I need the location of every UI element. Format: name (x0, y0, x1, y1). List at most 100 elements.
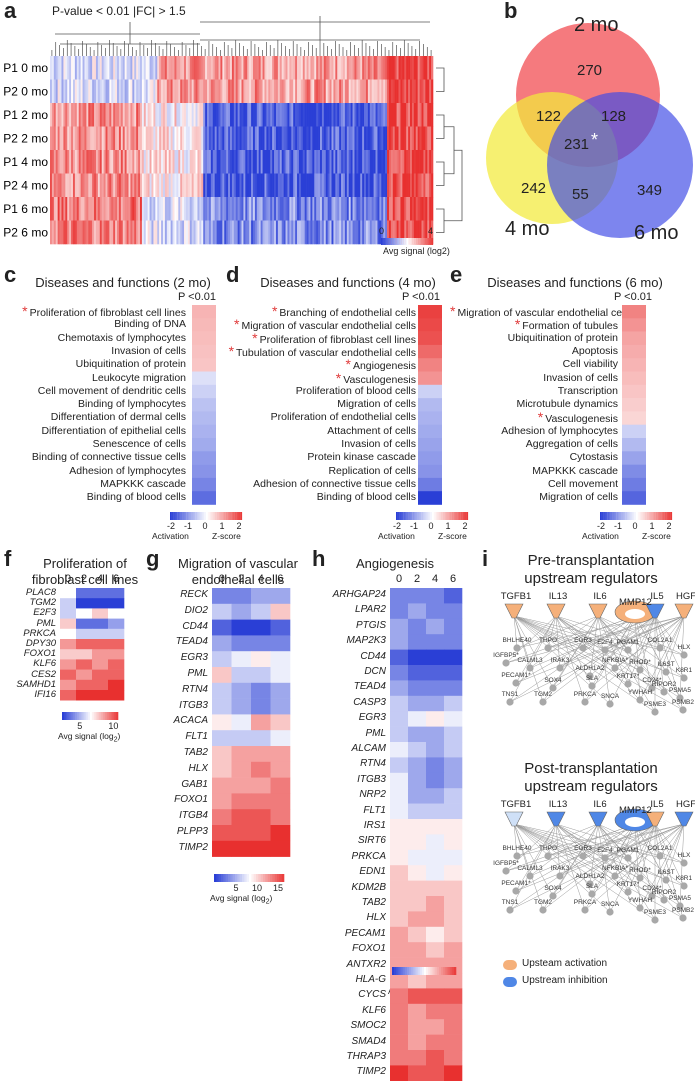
expr-legend-cell (103, 712, 106, 720)
heatmap-a-cell (400, 220, 403, 245)
panel-d-subtitle: P <0.01 (401, 291, 441, 303)
heatmap-a-cell (222, 173, 225, 198)
heatmap-a-cell (387, 220, 390, 245)
expr-legend-cell (216, 874, 219, 882)
heatmap-a-legend-cell (396, 238, 398, 245)
gene-label: ALCAM (351, 743, 386, 754)
heatmap-a-cell (421, 220, 424, 245)
heatmap-a-cell (105, 220, 108, 245)
heatmap-a-cell (57, 126, 60, 151)
heatmap-a-cell (339, 103, 342, 127)
heatmap-a-cell (67, 103, 70, 127)
heatmap-a-cell (90, 150, 93, 174)
heatmap-a-cell (239, 150, 242, 174)
regulator-node (588, 603, 608, 619)
expr-cell (92, 628, 109, 640)
heatmap-a-cell (392, 56, 395, 80)
expr-cell (408, 649, 427, 666)
heatmap-a-cell (233, 150, 237, 174)
heatmap-a-cell (94, 79, 97, 104)
heatmap-a-legend-cell (401, 238, 404, 245)
heatmap-a-cell (159, 56, 162, 80)
heatmap-a-cell (369, 197, 373, 221)
heatmap-a-cell (239, 197, 242, 221)
zscore-row-text: Invasion of cells (111, 344, 186, 357)
heatmap-a-cell (362, 220, 365, 245)
target-node (556, 872, 564, 880)
heatmap-a-cell (323, 197, 327, 221)
heatmap-a-cell (323, 56, 327, 80)
network-edge (634, 823, 681, 907)
expr-cell (426, 926, 445, 943)
zscore-legend-left: Activation (152, 531, 189, 541)
zscore-legend-cell (636, 512, 638, 520)
heatmap-a-cell (184, 220, 187, 245)
heatmap-a-cell (429, 103, 432, 127)
heatmap-a-cell (168, 56, 171, 80)
heatmap-a-cell (55, 150, 58, 174)
target-label: RIPOR2 (651, 889, 677, 896)
gene-label: IRS1 (363, 820, 386, 831)
zscore-legend-cell (612, 512, 615, 520)
heatmap-a-legend-cell (387, 238, 389, 245)
heatmap-a-cell (218, 56, 221, 80)
zscore-legend-cell (406, 512, 409, 520)
zscore-row-text: Aggregation of cells (525, 438, 618, 450)
heatmap-a-cell (59, 197, 62, 221)
heatmap-a-cell (254, 79, 258, 104)
gene-label: TAB2 (361, 897, 386, 908)
heatmap-a-cell (398, 56, 401, 80)
heatmap-a-cell (65, 126, 68, 151)
heatmap-a-cell (224, 126, 227, 151)
heatmap-a-cell (118, 126, 122, 151)
heatmap-a-cell (249, 197, 252, 221)
expr-cell (408, 772, 427, 789)
zscore-legend-right: Z-score (212, 531, 241, 541)
heatmap-a-cell (408, 56, 411, 80)
heatmap-a-cell (249, 103, 252, 127)
zscore-row-label: * Tubulation of vascular endothelial cell… (226, 344, 416, 360)
heatmap-a-cell (207, 197, 210, 221)
heatmap-a-cell (241, 79, 244, 104)
heatmap-a-cell (151, 150, 154, 174)
heatmap-a-cell (67, 197, 70, 221)
heatmap-a-cell (147, 103, 150, 127)
heatmap-a-cell (404, 150, 407, 174)
target-label: CD24* (642, 677, 662, 684)
heatmap-a-cell (344, 56, 348, 80)
heatmap-a-cell (377, 79, 380, 104)
expr-cell (426, 618, 445, 635)
zscore-row-label: MAPKKK cascade (450, 465, 618, 478)
zscore-legend-tick: -1 (409, 521, 418, 531)
heatmap-a-cell (105, 150, 108, 174)
expr-legend-cell (239, 874, 243, 882)
heatmap-a-cell (71, 197, 74, 221)
heatmap-a-cell (394, 103, 397, 127)
expr-legend-cell (434, 967, 438, 975)
zscore-row-label: Binding of DNA (8, 318, 186, 331)
expr-legend-cell (225, 874, 229, 882)
heatmap-a-cell (327, 103, 330, 127)
heatmap-a-cell (147, 56, 150, 80)
heatmap-a-cell (352, 173, 355, 198)
expr-cell (251, 651, 271, 668)
regulator-label: MMP12 (619, 597, 652, 608)
heatmap-a-cell (86, 103, 89, 127)
expr-cell (60, 598, 77, 609)
expr-cell (390, 819, 409, 835)
heatmap-a-cell (72, 150, 76, 174)
expr-cell (92, 690, 109, 701)
target-node (526, 664, 534, 672)
heatmap-a-cell (245, 126, 248, 151)
heatmap-a-cell (354, 79, 357, 104)
heatmap-a-cell (383, 79, 386, 104)
heatmap-a-cell (369, 103, 373, 127)
network-edge (614, 823, 636, 877)
zscore-legend-cell (448, 512, 451, 520)
heatmap-a-cell (71, 79, 74, 104)
heatmap-a-cell (120, 173, 124, 198)
heatmap-a-cell (400, 103, 403, 127)
zscore-cell (192, 411, 216, 425)
zscore-row-label: Cell movement of dendritic cells (8, 385, 186, 398)
heatmap-a-cell (228, 173, 231, 198)
